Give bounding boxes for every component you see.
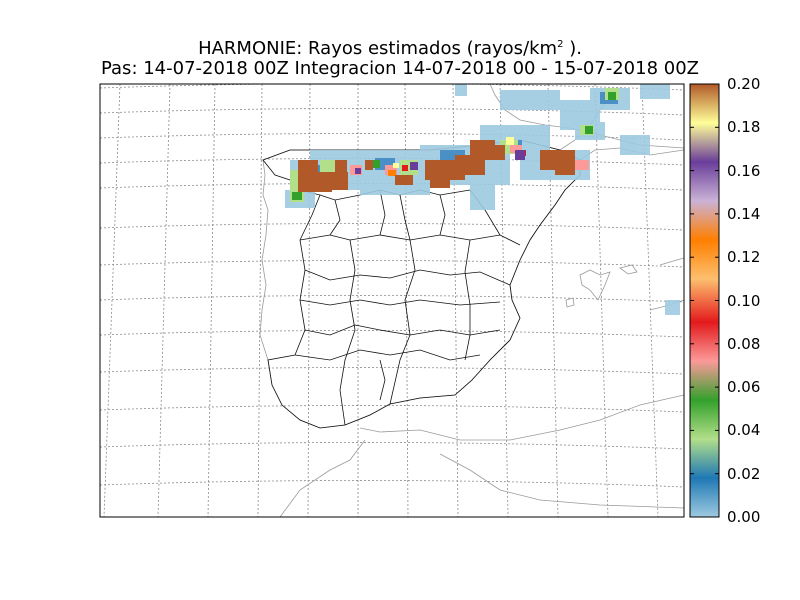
region-borders [262, 139, 581, 429]
colorbar-tick-label: 0.14 [727, 204, 761, 223]
colorbar-tick-label: 0.08 [727, 334, 761, 353]
colorbar-tick-label: 0.16 [727, 161, 761, 180]
map-frame [99, 83, 685, 518]
colorbar-tick-label: 0.06 [727, 378, 761, 397]
colorbar [689, 83, 720, 518]
title-text: HARMONIE: Rayos estimados (rayos/km [198, 38, 558, 59]
colorbar-ticks [690, 83, 719, 518]
colorbar-tick-label: 0.20 [727, 75, 761, 93]
colorbar-tick-label: 0.04 [727, 421, 761, 440]
colorbar-tick-label: 0.00 [727, 508, 761, 526]
title-text-suffix: ). [563, 38, 582, 59]
lightning-field [285, 84, 680, 315]
map-area [100, 84, 684, 517]
title-superscript: 2 [557, 39, 564, 50]
colorbar-gradient [690, 84, 719, 517]
graticule [100, 84, 684, 517]
colorbar-tick-label: 0.02 [727, 464, 761, 483]
colorbar-tick-label: 0.10 [727, 291, 761, 310]
colorbar-tick-label: 0.18 [727, 118, 761, 137]
map-title-line2: Pas: 14-07-2018 00Z Integracion 14-07-20… [100, 58, 699, 79]
colorbar-tick-label: 0.12 [727, 248, 761, 267]
map-title-line1: HARMONIE: Rayos estimados (rayos/km2 ). [0, 34, 790, 60]
